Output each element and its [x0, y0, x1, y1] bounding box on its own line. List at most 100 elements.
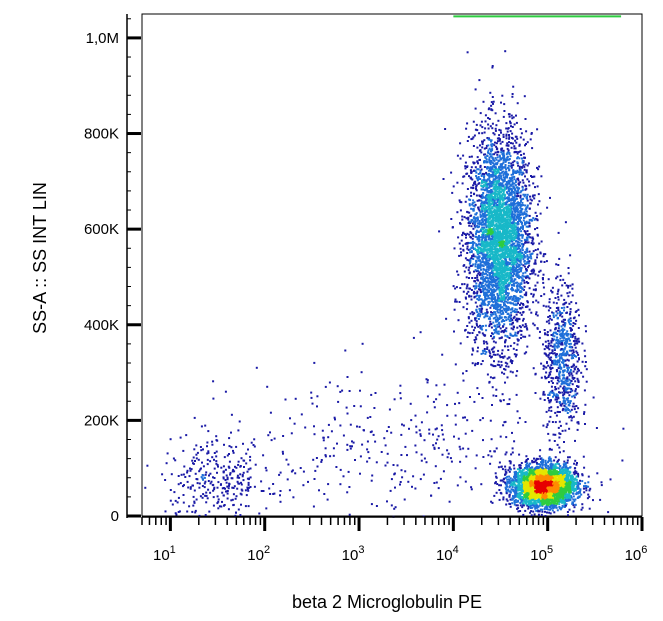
data-point: [515, 374, 518, 377]
data-point: [493, 212, 496, 215]
data-point: [498, 176, 501, 179]
data-point: [509, 180, 512, 182]
data-point: [511, 179, 514, 182]
data-point: [517, 233, 520, 236]
data-point: [497, 349, 500, 352]
data-point: [503, 193, 506, 196]
data-point: [536, 327, 539, 330]
data-point: [526, 221, 529, 224]
data-point: [519, 205, 522, 208]
data-point: [502, 243, 505, 246]
data-point: [513, 256, 516, 259]
data-point: [499, 258, 502, 261]
data-point: [537, 274, 540, 277]
data-point: [493, 159, 496, 162]
data-point: [490, 215, 493, 218]
data-point: [507, 204, 510, 207]
data-point: [503, 323, 506, 326]
data-point: [479, 222, 482, 225]
data-point: [477, 299, 480, 302]
data-point: [477, 269, 480, 272]
data-point: [486, 189, 489, 192]
data-point: [493, 346, 496, 349]
data-point: [520, 276, 523, 279]
data-point: [500, 295, 503, 298]
data-point: [498, 219, 500, 222]
data-point: [503, 329, 506, 332]
data-point: [511, 298, 514, 301]
data-point: [512, 271, 515, 274]
data-point: [469, 198, 472, 201]
data-point: [474, 226, 477, 229]
data-point: [505, 224, 508, 226]
data-point: [494, 194, 496, 197]
data-point: [525, 500, 528, 503]
data-point: [481, 360, 484, 362]
data-point: [492, 178, 495, 181]
data-point: [502, 198, 505, 201]
data-point: [502, 184, 505, 187]
data-point: [516, 237, 519, 240]
data-point: [510, 233, 512, 236]
data-point: [507, 241, 510, 244]
data-point: [525, 281, 528, 283]
data-point: [507, 284, 510, 287]
data-point: [484, 120, 487, 123]
data-point: [488, 147, 491, 150]
data-point: [496, 161, 499, 164]
data-point: [498, 325, 501, 328]
data-point: [509, 332, 512, 335]
data-point: [478, 315, 481, 318]
data-point: [516, 288, 519, 291]
data-point: [503, 211, 506, 214]
data-point: [505, 216, 508, 219]
data-point: [464, 167, 467, 170]
data-point: [502, 219, 505, 222]
data-point: [510, 302, 513, 305]
data-point: [482, 288, 485, 291]
data-point: [495, 217, 498, 220]
data-point: [492, 234, 495, 237]
data-point: [524, 231, 527, 234]
data-point: [483, 166, 486, 168]
data-point: [503, 206, 506, 209]
data-point: [504, 381, 506, 384]
data-point: [523, 275, 526, 278]
data-point: [509, 360, 512, 363]
data-point: [478, 236, 480, 238]
data-point: [462, 232, 464, 235]
data-point: [526, 237, 529, 240]
data-point: [479, 281, 482, 284]
data-point: [505, 327, 508, 330]
data-point: [502, 191, 505, 194]
data-point: [492, 277, 495, 280]
data-point: [486, 312, 488, 315]
data-point: [485, 193, 488, 196]
data-point: [470, 194, 473, 197]
data-point: [538, 165, 541, 168]
data-point: [499, 158, 502, 161]
data-point: [520, 132, 523, 135]
data-point: [481, 132, 484, 135]
data-point: [502, 262, 505, 265]
data-point: [476, 311, 479, 314]
data-point: [495, 254, 497, 256]
data-point: [507, 274, 510, 277]
data-point: [501, 282, 504, 285]
data-point: [466, 140, 469, 142]
data-point: [517, 250, 520, 253]
data-point: [505, 307, 508, 310]
data-point: [474, 180, 477, 183]
data-point: [495, 288, 498, 291]
data-point: [442, 178, 445, 180]
data-point: [523, 211, 526, 214]
data-point: [468, 211, 471, 214]
data-point: [521, 213, 523, 216]
data-point: [494, 307, 497, 310]
data-point: [497, 260, 500, 262]
data-point: [508, 467, 511, 470]
data-point: [519, 219, 521, 222]
data-point: [508, 398, 511, 401]
data-point: [530, 242, 533, 244]
data-point: [493, 376, 496, 379]
